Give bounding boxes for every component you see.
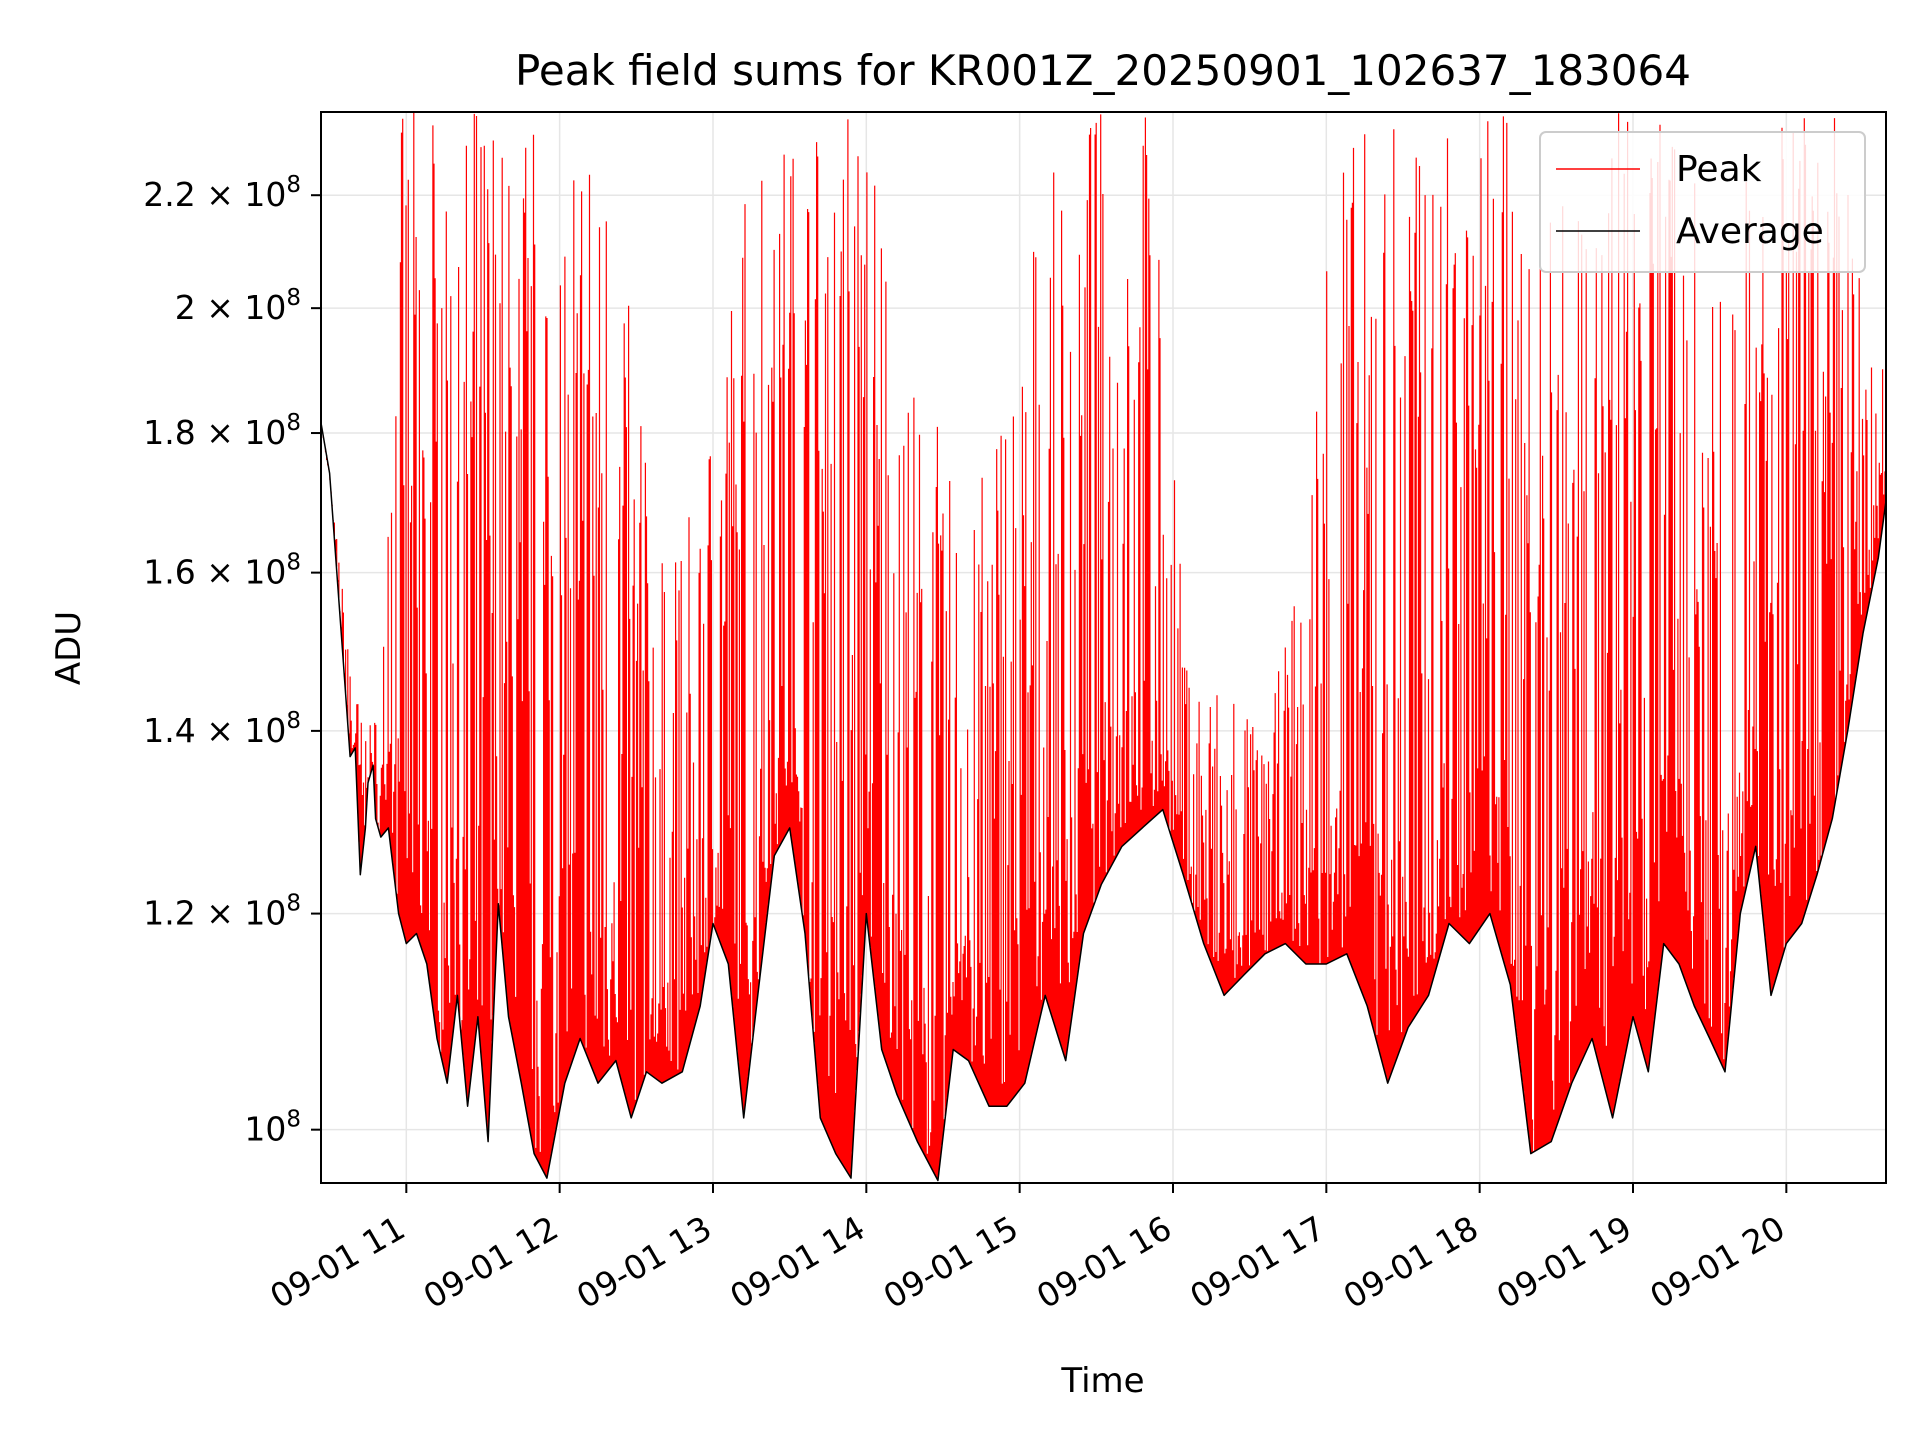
y-tick-label: 2.2 × 108 <box>143 172 301 214</box>
plot-frame <box>320 111 1887 1184</box>
y-tick-label: 1.4 × 108 <box>143 708 301 750</box>
average-series-line <box>321 418 1886 1182</box>
plot-area <box>321 112 1886 1182</box>
legend-average-label: Average <box>1676 211 1824 252</box>
x-axis-label: Time <box>1060 1361 1144 1401</box>
legend-box <box>1539 131 1866 273</box>
y-axis-label: ADU <box>49 611 89 685</box>
peak-series-line <box>321 112 1886 1180</box>
y-tick-label: 1.6 × 108 <box>143 550 301 592</box>
y-tick-label: 1.2 × 108 <box>143 891 301 933</box>
chart-title: Peak field sums for KR001Z_20250901_1026… <box>515 46 1691 95</box>
legend: Peak Average <box>1539 131 1866 273</box>
y-tick-label: 1.8 × 108 <box>143 410 301 452</box>
y-tick-label: 2 × 108 <box>175 285 301 327</box>
legend-peak-label: Peak <box>1676 149 1762 190</box>
